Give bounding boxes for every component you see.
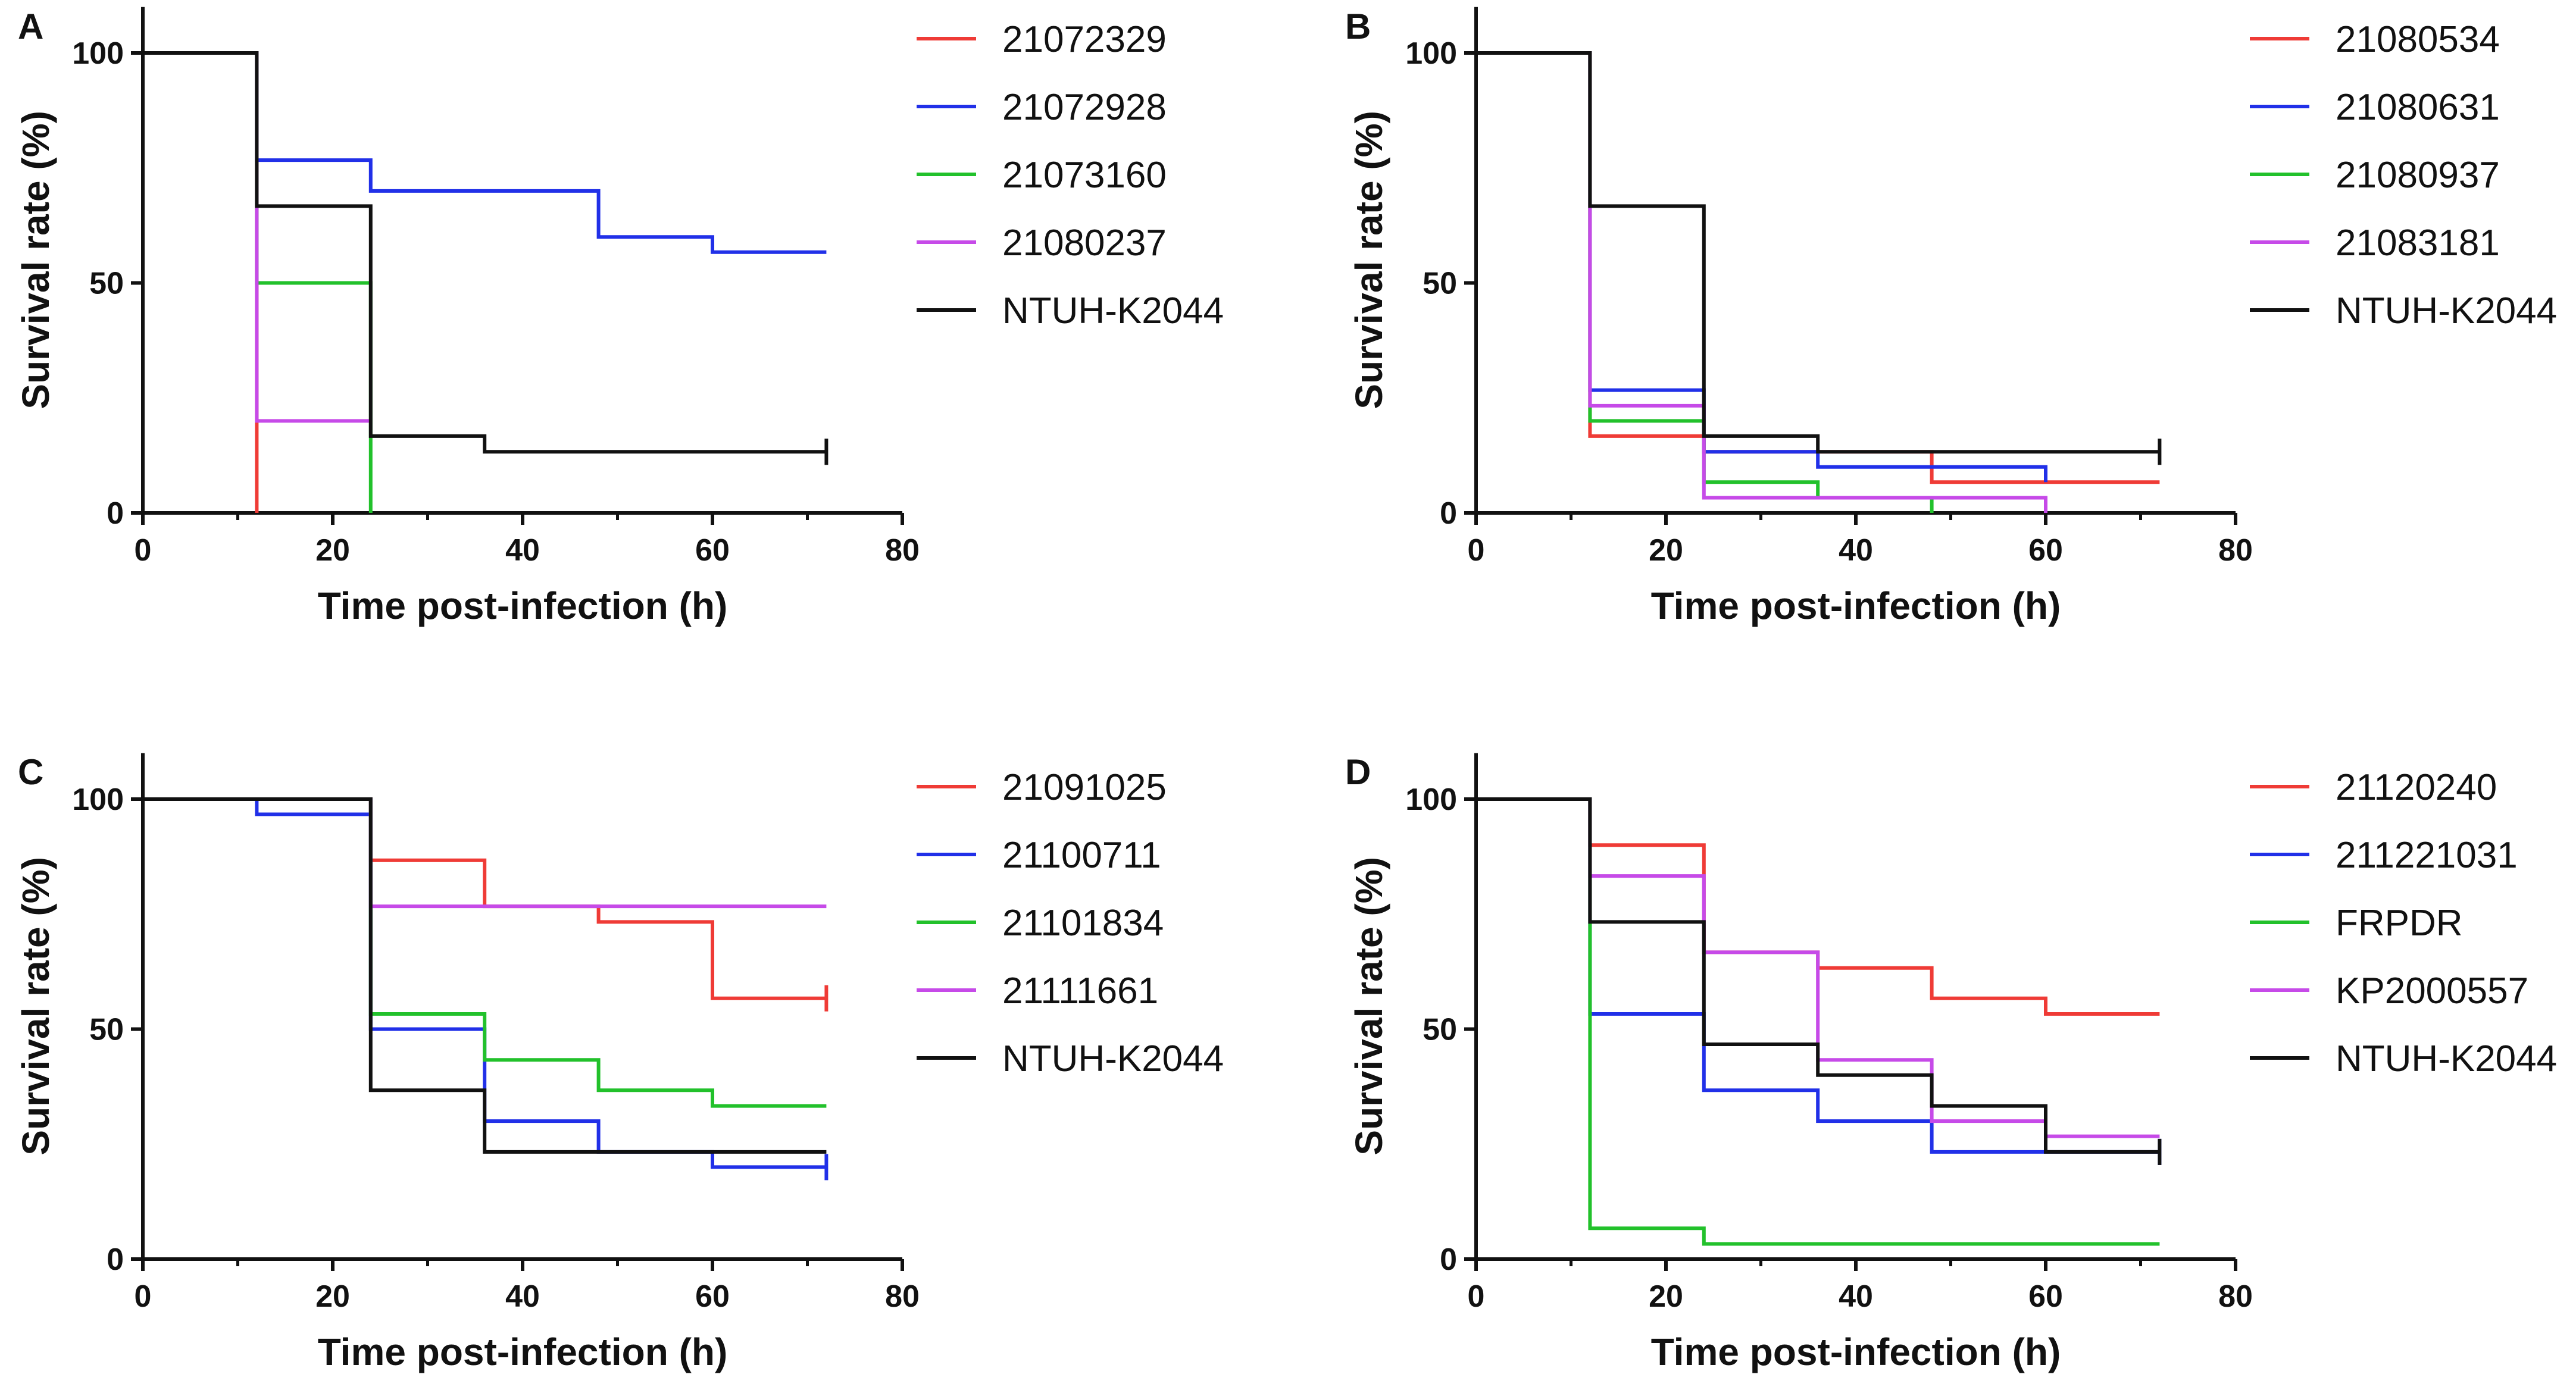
panel-label: B bbox=[1345, 7, 1371, 46]
series-line-21080534 bbox=[1476, 51, 2160, 484]
y-tick-label: 100 bbox=[1405, 782, 1457, 817]
series-line-ntuh-k2044 bbox=[143, 797, 827, 1154]
x-axis-title: Time post-infection (h) bbox=[1651, 1330, 2061, 1373]
legend-label: 21080937 bbox=[2336, 155, 2500, 196]
legend-label: 21073160 bbox=[1002, 155, 1167, 196]
series-line-21100711 bbox=[143, 797, 827, 1169]
x-tick-label: 80 bbox=[885, 1279, 920, 1314]
y-axis-title: Survival rate (%) bbox=[1348, 111, 1390, 409]
legend-label: 21080631 bbox=[2336, 87, 2500, 128]
x-tick-label: 60 bbox=[695, 533, 730, 568]
legend-label: KP2000557 bbox=[2336, 971, 2528, 1012]
x-tick-label: 40 bbox=[505, 1279, 540, 1314]
y-tick-label: 0 bbox=[1440, 496, 1457, 531]
y-tick-label: 0 bbox=[107, 1242, 124, 1277]
legend-label: 21091025 bbox=[1002, 767, 1167, 808]
x-axis-title: Time post-infection (h) bbox=[318, 1330, 728, 1373]
legend-label: 21080237 bbox=[1002, 223, 1167, 264]
x-tick-label: 0 bbox=[1468, 1279, 1485, 1314]
y-tick-label: 100 bbox=[72, 782, 124, 817]
y-tick-label: 100 bbox=[1405, 36, 1457, 71]
x-tick-label: 0 bbox=[135, 1279, 152, 1314]
legend-label: 21101834 bbox=[1002, 903, 1164, 944]
legend-label: 21120240 bbox=[2336, 767, 2497, 808]
legend-label: NTUH-K2044 bbox=[1002, 290, 1224, 331]
panel-c: C 0 20 40 60 80 0 50 100 Time post-infection (h) S… bbox=[14, 752, 1224, 1373]
panel-label: A bbox=[18, 7, 43, 46]
x-tick-label: 40 bbox=[1839, 533, 1873, 568]
series-line-ntuh-k2044 bbox=[1476, 51, 2160, 454]
x-tick-label: 60 bbox=[2028, 533, 2063, 568]
legend-label: NTUH-K2044 bbox=[2336, 1038, 2557, 1079]
x-tick-label: 40 bbox=[1839, 1279, 1873, 1314]
y-tick-label: 0 bbox=[1440, 1242, 1457, 1277]
y-tick-label: 0 bbox=[107, 496, 124, 531]
x-tick-label: 40 bbox=[505, 533, 540, 568]
x-tick-label: 20 bbox=[315, 1279, 350, 1314]
x-tick-label: 80 bbox=[885, 533, 920, 568]
panel-d: D 0 20 40 60 80 0 50 100 Time post-infection (h) S… bbox=[1345, 752, 2557, 1373]
series-line-ntuh-k2044 bbox=[1476, 797, 2160, 1154]
series-line-21101834 bbox=[143, 797, 827, 1108]
series-line-21080631 bbox=[1476, 51, 2047, 483]
legend-label: 21080534 bbox=[2336, 19, 2500, 60]
series-line-21083181 bbox=[1476, 51, 2047, 513]
y-axis-title: Survival rate (%) bbox=[14, 111, 57, 409]
legend-label: 21072329 bbox=[1002, 19, 1167, 60]
y-axis-title: Survival rate (%) bbox=[1348, 857, 1390, 1156]
series-line-21072928 bbox=[143, 51, 827, 254]
legend-label: 21111661 bbox=[1002, 971, 1158, 1012]
legend-label: NTUH-K2044 bbox=[2336, 290, 2557, 331]
legend-label: FRPDR bbox=[2336, 903, 2463, 944]
x-tick-label: 60 bbox=[695, 1279, 730, 1314]
panel-b: B 0 20 40 60 80 0 50 100 Time post-infection (h) S… bbox=[1345, 7, 2557, 627]
panel-a: A 0 20 40 60 80 0 50 100 Time post-infection (h) S… bbox=[14, 7, 1224, 627]
x-tick-label: 20 bbox=[1649, 533, 1683, 568]
y-tick-label: 50 bbox=[89, 1013, 124, 1047]
x-tick-label: 80 bbox=[2218, 1279, 2253, 1314]
x-tick-label: 60 bbox=[2028, 1279, 2063, 1314]
series-line-ntuh-k2044 bbox=[143, 51, 827, 454]
legend-label: 21072928 bbox=[1002, 87, 1167, 128]
panel-label: C bbox=[18, 752, 43, 792]
legend-label: 21083181 bbox=[2336, 223, 2500, 264]
x-axis-title: Time post-infection (h) bbox=[1651, 584, 2061, 627]
series-line-21072329 bbox=[143, 51, 259, 513]
x-tick-label: 20 bbox=[315, 533, 350, 568]
legend-label: 21100711 bbox=[1002, 835, 1161, 876]
y-axis-title: Survival rate (%) bbox=[14, 857, 57, 1156]
y-tick-label: 100 bbox=[72, 36, 124, 71]
legend-label: 211221031 bbox=[2336, 835, 2518, 876]
panel-label: D bbox=[1345, 752, 1371, 792]
y-tick-label: 50 bbox=[1423, 1013, 1457, 1047]
x-tick-label: 0 bbox=[1468, 533, 1485, 568]
y-tick-label: 50 bbox=[1423, 267, 1457, 301]
x-tick-label: 20 bbox=[1649, 1279, 1683, 1314]
x-tick-label: 80 bbox=[2218, 533, 2253, 568]
legend-label: NTUH-K2044 bbox=[1002, 1038, 1224, 1079]
x-tick-label: 0 bbox=[135, 533, 152, 568]
series-line-21091025 bbox=[143, 797, 827, 1000]
series-line-kp2000557 bbox=[1476, 797, 2160, 1138]
y-tick-label: 50 bbox=[89, 267, 124, 301]
x-axis-title: Time post-infection (h) bbox=[318, 584, 728, 627]
